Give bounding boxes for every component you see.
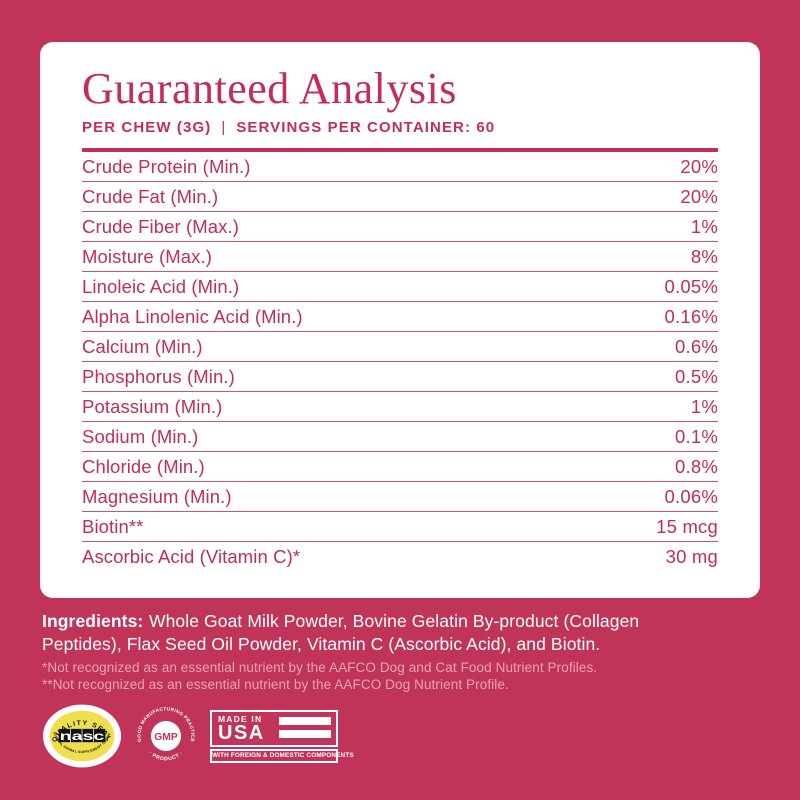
table-row: Potassium (Min.) 1% bbox=[82, 392, 718, 423]
flag-stripe bbox=[279, 730, 331, 738]
nutrient-label: Phosphorus (Min.) bbox=[82, 365, 235, 387]
nutrient-label: Crude Fiber (Max.) bbox=[82, 215, 240, 237]
ingredients-list: Whole Goat Milk Powder, Bovine Gelatin B… bbox=[42, 611, 640, 654]
nutrient-value: 1% bbox=[690, 215, 718, 237]
usa-label: USA bbox=[218, 721, 265, 744]
certification-badges: QUALITY SEAL nasc NATIONAL ANIMAL SUPPLE… bbox=[42, 702, 354, 770]
made-in-usa-wordmark: MADE IN USA bbox=[218, 713, 265, 744]
footnote-vitamin-c: *Not recognized as an essential nutrient… bbox=[42, 660, 598, 675]
nutrient-label: Crude Protein (Min.) bbox=[82, 155, 251, 177]
ingredients-label: Ingredients: bbox=[42, 611, 144, 631]
table-row: Crude Fat (Min.) 20% bbox=[82, 182, 718, 213]
nutrient-value: 0.1% bbox=[675, 425, 718, 447]
made-in-usa-badge: MADE IN USA WITH FOREIGN & DOMESTIC COMP… bbox=[210, 709, 354, 763]
nutrient-label: Calcium (Min.) bbox=[82, 335, 203, 357]
gmp-seal-icon: GOOD MANUFACTURING PRACTICE · PRODUCT · … bbox=[137, 706, 195, 762]
nutrient-label: Linoleic Acid (Min.) bbox=[82, 275, 240, 297]
nutrient-value: 20% bbox=[680, 185, 718, 207]
made-in-usa-top: MADE IN USA bbox=[210, 709, 338, 747]
table-row: Moisture (Max.) 8% bbox=[82, 242, 718, 273]
nutrient-label: Alpha Linolenic Acid (Min.) bbox=[82, 305, 303, 327]
gmp-acronym: GMP bbox=[154, 732, 178, 743]
table-row: Ascorbic Acid (Vitamin C)* 30 mg bbox=[82, 542, 718, 572]
nutrient-value: 0.8% bbox=[675, 455, 718, 477]
nutrient-label: Biotin** bbox=[82, 515, 144, 537]
nasc-quality-seal-icon: QUALITY SEAL nasc NATIONAL ANIMAL SUPPLE… bbox=[42, 703, 122, 768]
nutrient-label: Potassium (Min.) bbox=[82, 395, 223, 417]
pipe-separator: | bbox=[221, 119, 227, 137]
nasc-acronym: nasc bbox=[60, 729, 105, 743]
table-row: Chloride (Min.) 0.8% bbox=[82, 452, 718, 483]
nutrient-value: 30 mg bbox=[665, 546, 718, 568]
table-row: Magnesium (Min.) 0.06% bbox=[82, 482, 718, 513]
table-row: Linoleic Acid (Min.) 0.05% bbox=[82, 272, 718, 303]
nutrient-value: 0.16% bbox=[664, 305, 718, 327]
table-row: Phosphorus (Min.) 0.5% bbox=[82, 362, 718, 393]
ingredients-text: Ingredients: Whole Goat Milk Powder, Bovi… bbox=[42, 610, 718, 656]
nutrient-label: Moisture (Max.) bbox=[82, 245, 212, 267]
nutrient-value: 20% bbox=[680, 155, 718, 177]
guaranteed-analysis-card: Guaranteed Analysis PER CHEW (3G) | SERV… bbox=[40, 42, 760, 598]
svg-text:· PRODUCT ·: · PRODUCT · bbox=[147, 750, 184, 762]
flag-stripe bbox=[279, 717, 331, 725]
nutrient-value: 15 mcg bbox=[656, 515, 718, 537]
nutrient-value: 0.6% bbox=[675, 335, 718, 357]
page-title: Guaranteed Analysis bbox=[82, 64, 457, 113]
nutrient-value: 8% bbox=[690, 245, 718, 267]
nutrient-label: Chloride (Min.) bbox=[82, 455, 205, 477]
header-divider bbox=[82, 148, 718, 153]
nutrient-value: 0.06% bbox=[664, 485, 718, 507]
footnote-biotin: **Not recognized as an essential nutrien… bbox=[42, 676, 509, 692]
flag-stripes-icon bbox=[279, 715, 331, 741]
nutrient-value: 0.5% bbox=[675, 365, 718, 387]
usa-components-note: WITH FOREIGN & DOMESTIC COMPONENTS bbox=[210, 748, 354, 763]
serving-size: PER CHEW (3G) bbox=[82, 119, 212, 137]
table-row: Alpha Linolenic Acid (Min.) 0.16% bbox=[82, 302, 718, 333]
table-row: Calcium (Min.) 0.6% bbox=[82, 332, 718, 363]
servings-per-container: SERVINGS PER CONTAINER: 60 bbox=[236, 119, 496, 137]
nutrient-label: Crude Fat (Min.) bbox=[82, 185, 219, 207]
nutrient-value: 0.05% bbox=[664, 275, 718, 297]
table-row: Biotin** 15 mcg bbox=[82, 512, 718, 543]
table-row: Crude Fiber (Max.) 1% bbox=[82, 212, 718, 243]
gmp-bottom-arc-text: · PRODUCT · bbox=[147, 750, 184, 762]
nutrient-label: Ascorbic Acid (Vitamin C)* bbox=[82, 546, 301, 568]
nutrient-label: Sodium (Min.) bbox=[82, 425, 199, 447]
nutrient-label: Magnesium (Min.) bbox=[82, 485, 232, 507]
made-in-label: MADE IN bbox=[218, 713, 263, 724]
analysis-table: Crude Protein (Min.) 20% Crude Fat (Min.… bbox=[82, 152, 718, 572]
footnotes: *Not recognized as an essential nutrient… bbox=[42, 660, 742, 693]
table-row: Sodium (Min.) 0.1% bbox=[82, 422, 718, 453]
table-row: Crude Protein (Min.) 20% bbox=[82, 152, 718, 183]
nutrient-value: 1% bbox=[690, 395, 718, 417]
serving-info: PER CHEW (3G) | SERVINGS PER CONTAINER: … bbox=[82, 119, 718, 137]
